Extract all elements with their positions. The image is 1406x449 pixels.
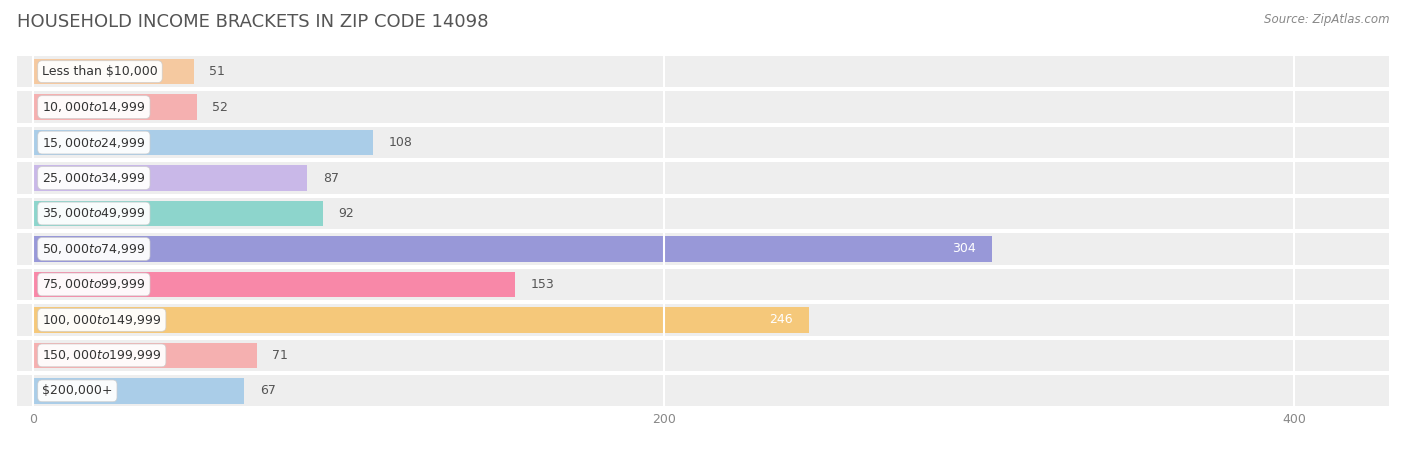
Text: 67: 67 (260, 384, 276, 397)
Bar (32, 343, 257, 368)
Bar (17, 198, 1389, 229)
Bar (32, 272, 516, 297)
Bar (17, 56, 1389, 87)
Text: 52: 52 (212, 101, 228, 114)
Bar (17, 127, 1389, 158)
Bar (17, 375, 1389, 406)
Text: $150,000 to $199,999: $150,000 to $199,999 (42, 348, 162, 362)
Bar (32, 201, 323, 226)
Text: 71: 71 (273, 349, 288, 362)
Text: 108: 108 (389, 136, 413, 149)
Text: Less than $10,000: Less than $10,000 (42, 65, 157, 78)
Text: Source: ZipAtlas.com: Source: ZipAtlas.com (1264, 13, 1389, 26)
Bar (17, 92, 1389, 123)
Text: $50,000 to $74,999: $50,000 to $74,999 (42, 242, 146, 256)
Text: $200,000+: $200,000+ (42, 384, 112, 397)
Text: $100,000 to $149,999: $100,000 to $149,999 (42, 313, 162, 327)
Bar (17, 304, 1389, 335)
Bar (32, 165, 307, 191)
Bar (32, 94, 197, 120)
Bar (32, 236, 991, 262)
Text: $35,000 to $49,999: $35,000 to $49,999 (42, 207, 146, 220)
Text: 87: 87 (323, 172, 339, 185)
Bar (32, 307, 808, 333)
Bar (32, 130, 374, 155)
Bar (32, 378, 245, 404)
Text: $25,000 to $34,999: $25,000 to $34,999 (42, 171, 146, 185)
Bar (17, 269, 1389, 300)
Bar (17, 233, 1389, 264)
Text: 92: 92 (339, 207, 354, 220)
Text: 246: 246 (769, 313, 793, 326)
Text: 304: 304 (952, 242, 976, 255)
Text: $10,000 to $14,999: $10,000 to $14,999 (42, 100, 146, 114)
Text: $75,000 to $99,999: $75,000 to $99,999 (42, 277, 146, 291)
Text: HOUSEHOLD INCOME BRACKETS IN ZIP CODE 14098: HOUSEHOLD INCOME BRACKETS IN ZIP CODE 14… (17, 13, 488, 31)
Text: 51: 51 (209, 65, 225, 78)
Text: $15,000 to $24,999: $15,000 to $24,999 (42, 136, 146, 150)
Text: 153: 153 (531, 278, 555, 291)
Bar (17, 340, 1389, 371)
Bar (17, 163, 1389, 194)
Bar (32, 59, 194, 84)
